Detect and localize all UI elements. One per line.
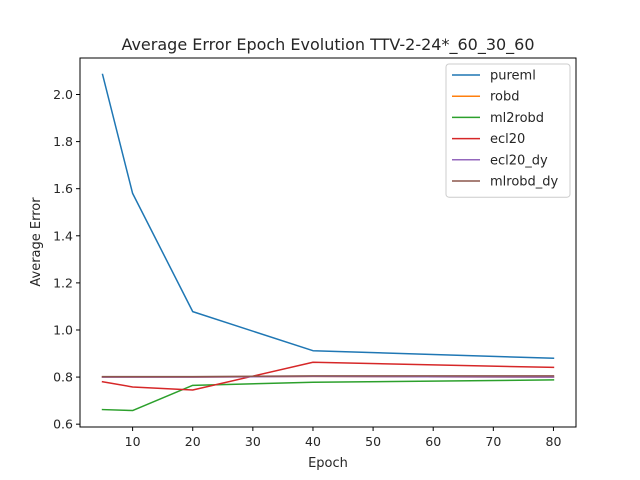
x-axis-label: Epoch [308, 456, 348, 471]
y-tick-label: 2.0 [53, 87, 73, 102]
legend-label: ml2robd [490, 111, 544, 126]
y-tick-label: 1.2 [53, 275, 73, 290]
series-line-pureml [101, 73, 555, 360]
x-tick-label: 80 [546, 434, 562, 449]
x-tick-label: 50 [365, 434, 381, 449]
y-tick-label: 1.6 [53, 181, 73, 196]
x-tick-label: 10 [125, 434, 141, 449]
legend: pureml robd ml2robd ecl20 ecl20_dy mlrobd_dy [445, 63, 571, 198]
legend-label: robd [490, 90, 520, 105]
legend-box [445, 63, 571, 198]
legend-label: ecl20 [490, 132, 525, 147]
y-tick-label: 1.4 [53, 228, 73, 243]
series-line-mlrobd-dy [101, 375, 555, 378]
legend-label: mlrobd_dy [490, 175, 559, 190]
chart-title: Average Error Epoch Evolution TTV-2-24*_… [121, 35, 534, 55]
x-tick-label: 30 [245, 434, 261, 449]
legend-label: ecl20_dy [490, 153, 548, 168]
series-line-ml2robd [101, 379, 555, 412]
y-axis-label: Average Error [29, 197, 44, 287]
x-tick-label: 20 [185, 434, 201, 449]
y-tick-label: 1.0 [53, 322, 73, 337]
y-axis: 0.6 0.8 1.0 1.2 1.4 1.6 1.8 2.0 [53, 87, 80, 432]
y-tick-label: 0.8 [53, 370, 73, 385]
series-layer [101, 73, 555, 412]
series-line-ecl20 [101, 361, 555, 391]
y-tick-label: 1.8 [53, 134, 73, 149]
y-tick-label: 0.6 [53, 417, 73, 432]
axes-frame [79, 57, 577, 428]
legend-label: pureml [490, 69, 536, 84]
x-tick-label: 60 [425, 434, 441, 449]
x-tick-label: 70 [485, 434, 501, 449]
x-axis: 10 20 30 40 50 60 70 80 [125, 427, 562, 449]
x-tick-label: 40 [305, 434, 321, 449]
